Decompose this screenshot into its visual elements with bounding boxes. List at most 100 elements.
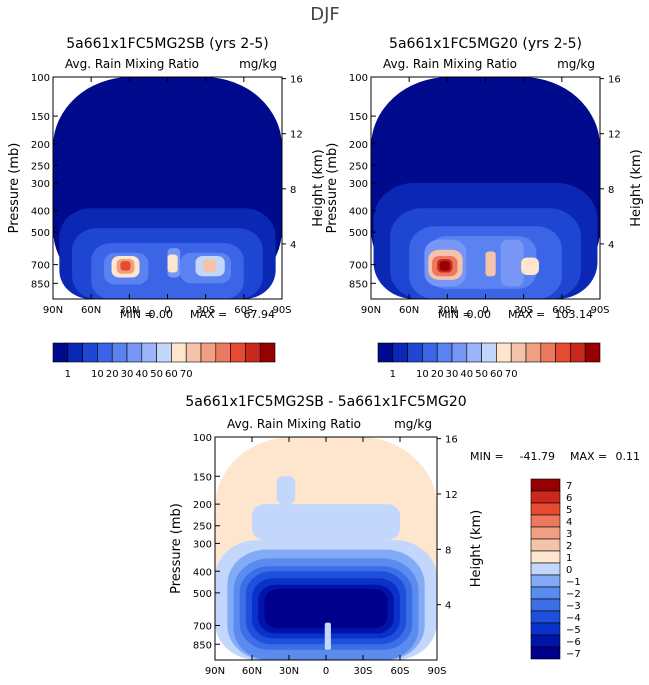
y-tick-label: 300	[31, 179, 50, 190]
colorbar-box	[126, 342, 143, 363]
contour-region	[120, 261, 131, 271]
y2-tick-label: 12	[290, 130, 303, 141]
colorbar-box	[540, 342, 556, 363]
colorbar-label: 4	[566, 517, 572, 528]
colorbar-box	[530, 562, 561, 576]
y-tick-label: 500	[31, 228, 50, 239]
chart-title: 5a661x1FC5MG2SB (yrs 2-5)	[66, 36, 269, 52]
colorbar-box	[436, 342, 453, 363]
x-tick-label: 0	[482, 305, 488, 316]
max-label: MAX =	[570, 450, 607, 463]
max-value: 67.94	[244, 308, 276, 321]
colorbar-label: −3	[566, 601, 581, 612]
colorbar-label: 10	[91, 369, 104, 380]
y2-tick-label: 12	[608, 130, 621, 141]
max-value: 103.14	[555, 308, 594, 321]
max-value: 0.11	[616, 450, 641, 463]
y2-tick-label: 16	[608, 75, 621, 86]
colorbar-label: 0	[566, 565, 572, 576]
colorbar-box	[259, 342, 276, 363]
y-tick-label: 150	[31, 112, 50, 123]
y-tick-label: 100	[193, 433, 212, 444]
y2-axis-title: Height (km)	[469, 510, 484, 587]
colorbar-label: 40	[460, 369, 473, 380]
contour-region	[439, 261, 450, 271]
colorbar-box	[422, 342, 438, 363]
y-axis-title: Pressure (mb)	[325, 143, 340, 234]
x-tick-label: 30N	[279, 666, 299, 677]
colorbar-label: 60	[490, 369, 503, 380]
y2-axis-title: Height (km)	[629, 149, 644, 226]
colorbar-box	[510, 342, 527, 363]
min-label: MIN =	[438, 308, 472, 321]
colorbar-box	[530, 514, 561, 528]
y2-tick-label: 4	[608, 240, 614, 251]
y-axis-title: Pressure (mb)	[7, 143, 22, 234]
x-tick-label: 30S	[196, 305, 215, 316]
colorbar-box	[530, 538, 561, 552]
colorbar-label: 20	[106, 369, 119, 380]
y-tick-label: 100	[31, 73, 50, 84]
colorbar-box	[215, 342, 231, 363]
y-tick-label: 300	[193, 539, 212, 550]
contour-region	[500, 239, 524, 287]
colorbar-box	[530, 550, 561, 564]
colorbar-box	[245, 342, 261, 363]
y-tick-label: 200	[349, 140, 368, 151]
contour-region	[252, 504, 400, 541]
chart-title: 5a661x1FC5MG2SB - 5a661x1FC5MG20	[185, 394, 466, 410]
x-tick-label: 0	[323, 666, 329, 677]
colorbar-label: 1	[390, 369, 396, 380]
colorbar-label: 3	[566, 529, 572, 540]
x-tick-label: 30S	[514, 305, 533, 316]
field-label: Avg. Rain Mixing Ratio	[383, 57, 517, 71]
y-tick-label: 500	[193, 589, 212, 600]
x-tick-label: 60S	[552, 305, 571, 316]
colorbar-box	[530, 586, 561, 600]
colorbar-label: −6	[566, 637, 581, 648]
y-axis-title: Pressure (mb)	[169, 503, 184, 594]
colorbar-box	[530, 634, 561, 648]
y-tick-label: 700	[193, 621, 212, 632]
contour-region	[167, 254, 178, 273]
plot-area	[53, 77, 282, 299]
colorbar-label: 7	[566, 481, 572, 492]
units-label: mg/kg	[557, 57, 595, 71]
y-tick-label: 850	[193, 640, 212, 651]
plot-area	[371, 77, 600, 299]
colorbar-box	[530, 646, 561, 660]
colorbar-box	[156, 342, 172, 363]
contour-region	[324, 622, 331, 650]
colorbar-label: 6	[566, 493, 572, 504]
y-tick-label: 100	[349, 73, 368, 84]
x-tick-label: 90N	[361, 305, 381, 316]
y-tick-label: 150	[349, 112, 368, 123]
y-tick-label: 200	[193, 500, 212, 511]
contour-region	[276, 476, 296, 505]
y-tick-label: 300	[349, 179, 368, 190]
colorbar-box	[200, 342, 217, 363]
y-tick-label: 400	[193, 567, 212, 578]
colorbar-label: 1	[566, 553, 572, 564]
colorbar-box	[525, 342, 542, 363]
colorbar-box	[407, 342, 423, 363]
colorbar-box	[67, 342, 83, 363]
colorbar-box	[451, 342, 468, 363]
y-tick-label: 850	[349, 279, 368, 290]
y2-tick-label: 8	[445, 545, 451, 556]
y2-tick-label: 4	[445, 601, 451, 612]
colorbar-box	[555, 342, 571, 363]
x-tick-label: 60N	[81, 305, 101, 316]
y-tick-label: 250	[31, 161, 50, 172]
colorbar-label: 5	[566, 505, 572, 516]
colorbar-box	[530, 610, 561, 624]
colorbar-box	[530, 622, 561, 636]
colorbar-label: −1	[566, 577, 581, 588]
y-tick-label: 400	[349, 207, 368, 218]
colorbar-label: 2	[566, 541, 572, 552]
colorbar-box	[496, 342, 512, 363]
colorbar-box	[570, 342, 586, 363]
colorbar-box	[530, 598, 561, 612]
colorbar-label: 60	[165, 369, 178, 380]
